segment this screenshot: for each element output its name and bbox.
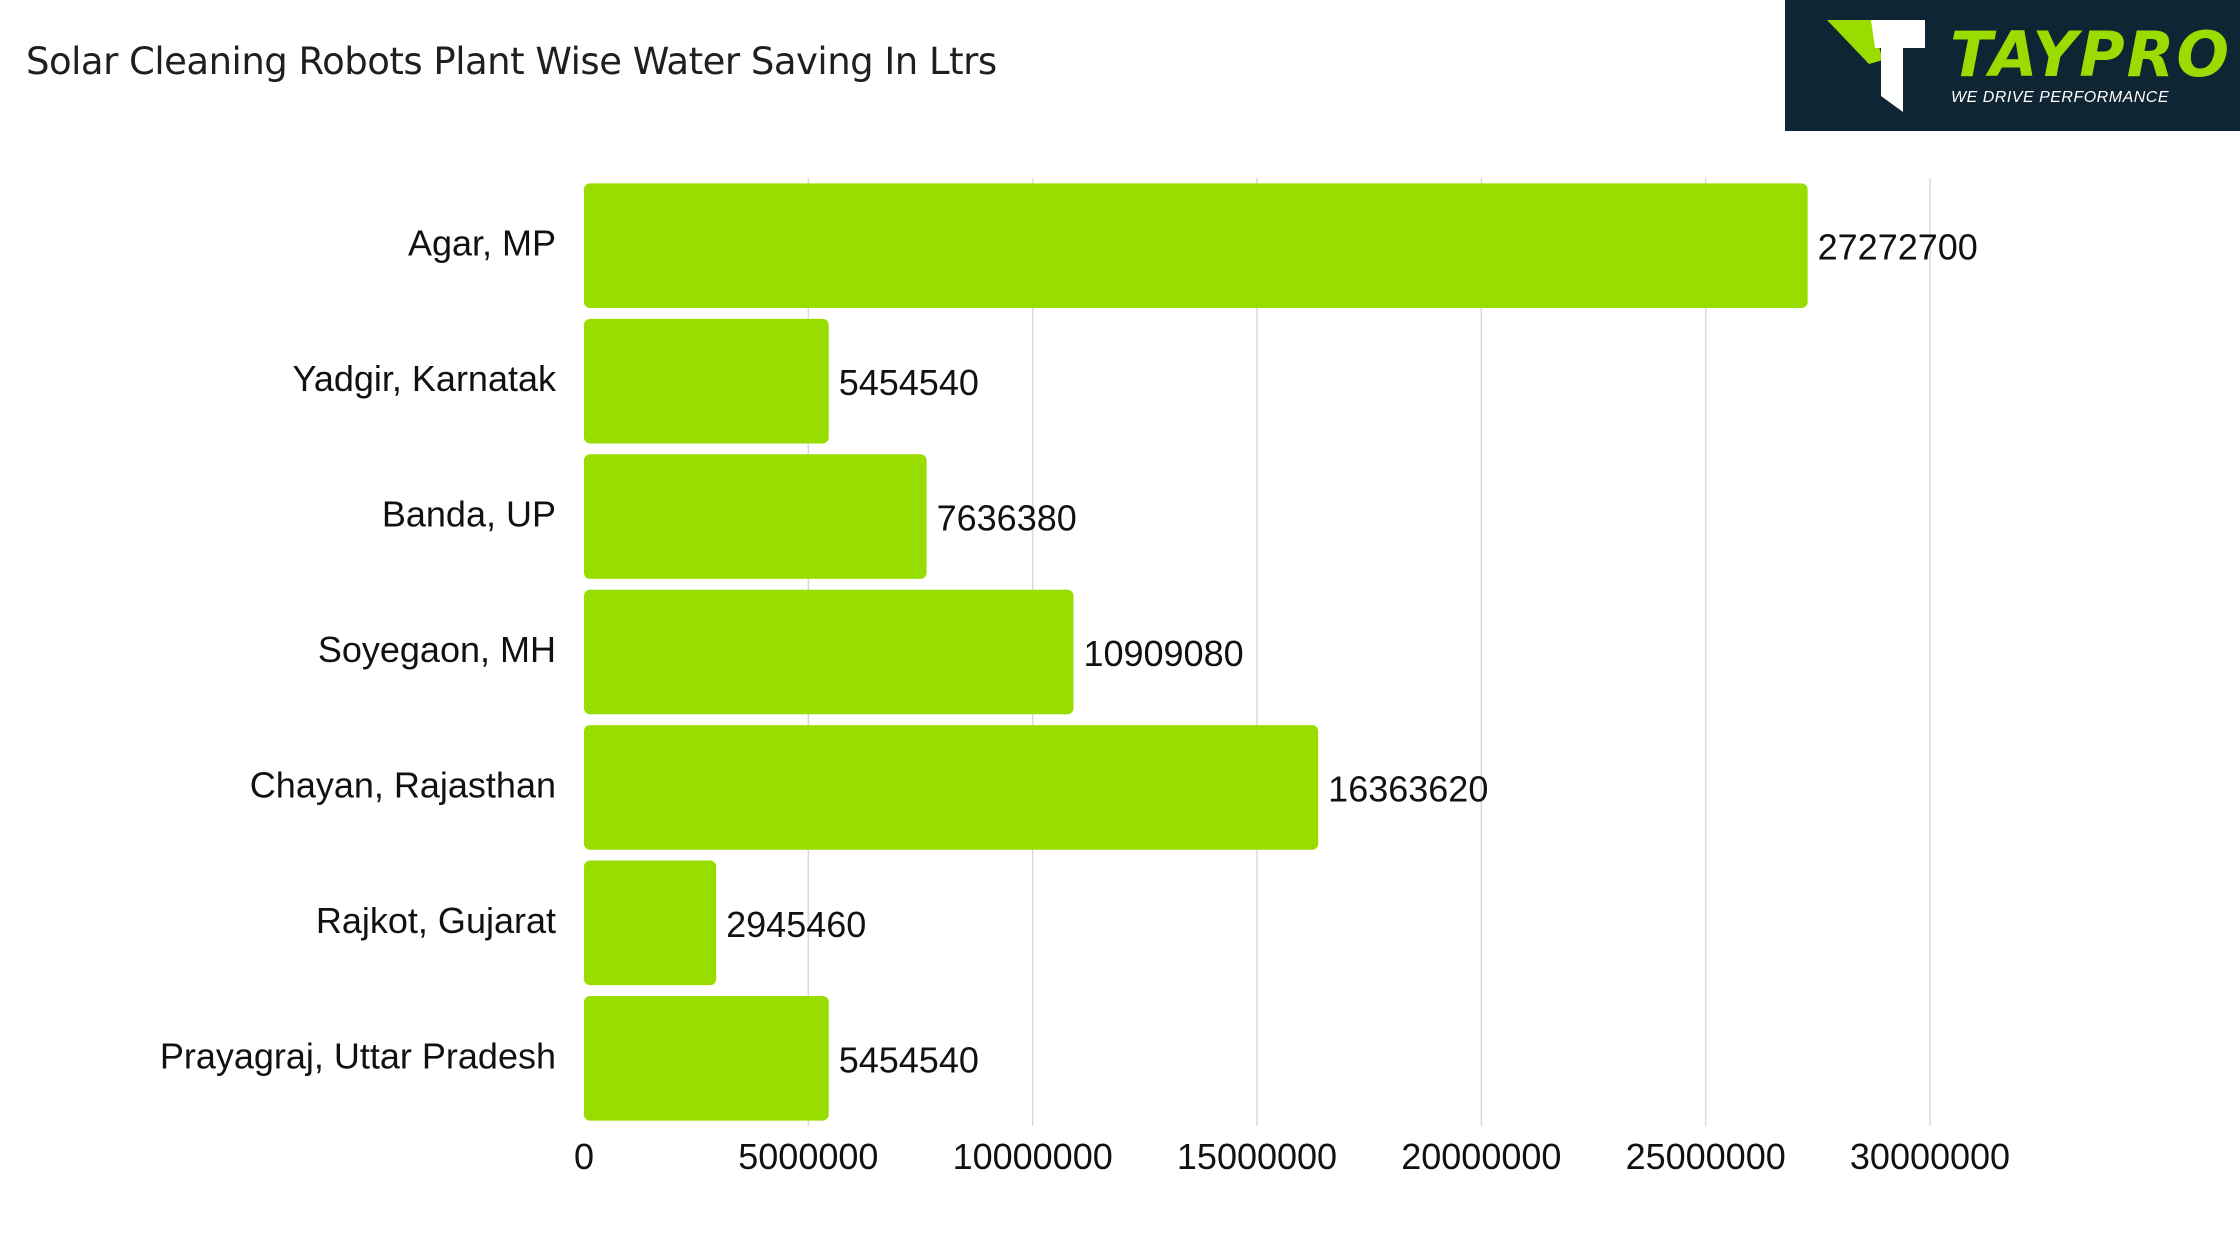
data-label: 5454540 [839,1039,979,1080]
taypro-t-logo-icon [1827,20,1925,112]
brand-logo: TAYPRO WE DRIVE PERFORMANCE [1785,0,2240,131]
x-tick-label: 15000000 [1177,1136,1337,1177]
bar [584,183,1808,309]
data-label: 2945460 [726,904,866,945]
bar [584,454,927,579]
x-tick-label: 30000000 [1850,1136,2010,1177]
data-label: 5454540 [839,362,979,403]
bar [584,995,829,1121]
category-label: Rajkot, Gujarat [316,900,556,941]
category-label: Prayagraj, Uttar Pradesh [160,1035,556,1076]
data-label: 10909080 [1083,633,1243,674]
x-tick-label: 5000000 [738,1136,878,1177]
category-label: Chayan, Rajasthan [250,764,556,805]
x-tick-label: 25000000 [1626,1136,1786,1177]
x-tick-label: 20000000 [1401,1136,1561,1177]
category-label: Banda, UP [382,494,556,535]
bar [584,318,829,444]
chart-title: Solar Cleaning Robots Plant Wise Water S… [26,40,997,83]
data-label: 27272700 [1818,227,1978,268]
logo-wordmark: TAYPRO [1950,18,2232,91]
bar [584,860,717,986]
x-tick-label: 10000000 [953,1136,1113,1177]
category-label: Agar, MP [408,223,556,264]
bar [584,589,1074,715]
data-label: 16363620 [1328,768,1488,809]
x-tick-label: 0 [574,1136,594,1177]
logo-tagline: WE DRIVE PERFORMANCE [1951,89,2170,106]
category-label: Soyegaon, MH [318,629,556,670]
data-label: 7636380 [937,498,1077,539]
category-label: Yadgir, Karnatak [293,358,557,399]
bar [584,725,1319,850]
